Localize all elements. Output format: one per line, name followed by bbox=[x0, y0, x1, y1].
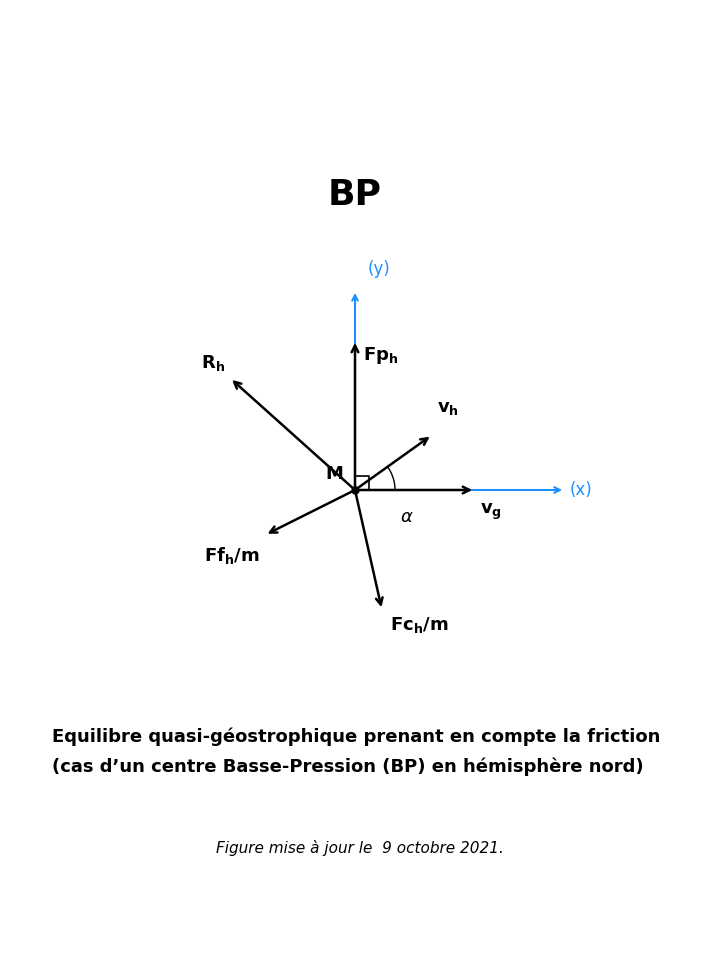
Text: $\mathbf{M}$: $\mathbf{M}$ bbox=[325, 465, 343, 483]
Text: (cas d’un centre Basse-Pression (BP) en hémisphère nord): (cas d’un centre Basse-Pression (BP) en … bbox=[52, 758, 644, 777]
Text: $\mathbf{Fp_h}$: $\mathbf{Fp_h}$ bbox=[363, 345, 398, 366]
Text: $\mathbf{Fc_h/m}$: $\mathbf{Fc_h/m}$ bbox=[390, 615, 449, 635]
Text: $\alpha$: $\alpha$ bbox=[400, 508, 414, 526]
Text: Figure mise à jour le  9 octobre 2021.: Figure mise à jour le 9 octobre 2021. bbox=[216, 840, 504, 856]
Text: BP: BP bbox=[328, 178, 382, 212]
Text: $\mathbf{v_g}$: $\mathbf{v_g}$ bbox=[480, 502, 502, 522]
Text: (x): (x) bbox=[570, 481, 593, 499]
Text: $\mathbf{Ff_h/m}$: $\mathbf{Ff_h/m}$ bbox=[204, 545, 260, 566]
Text: (y): (y) bbox=[368, 260, 391, 278]
Text: $\mathbf{R_h}$: $\mathbf{R_h}$ bbox=[201, 353, 225, 373]
Text: Equilibre quasi-géostrophique prenant en compte la friction: Equilibre quasi-géostrophique prenant en… bbox=[52, 728, 660, 747]
Text: $\mathbf{v_h}$: $\mathbf{v_h}$ bbox=[437, 399, 459, 417]
